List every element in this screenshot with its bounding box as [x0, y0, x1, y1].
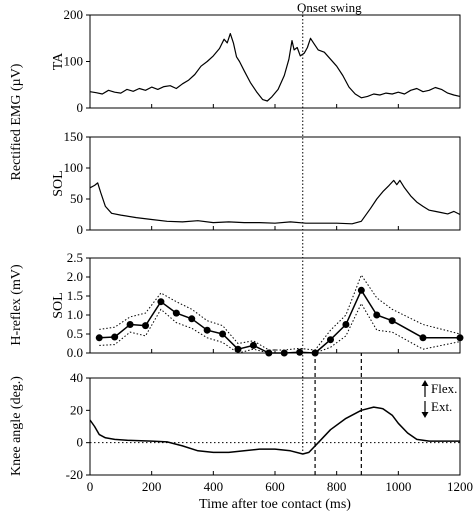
data-point: [373, 311, 381, 319]
data-point: [280, 349, 288, 357]
ext-annotation: Ext.: [431, 399, 452, 414]
data-point: [126, 321, 134, 328]
panel-ta: 0 100 200 TA: [51, 7, 461, 115]
x-tick-label: 0: [87, 479, 94, 494]
y-tick-label: 150: [64, 129, 84, 144]
data-point: [342, 321, 350, 328]
y-tick-label: 0: [77, 222, 84, 237]
x-tick-label: 400: [204, 479, 224, 494]
y-tick-label: 20: [70, 402, 83, 417]
y-tick-label: 100: [64, 54, 84, 69]
ext-arrow-head: [421, 412, 429, 418]
panel-frame: [89, 377, 461, 476]
series-line-lower: [99, 303, 461, 354]
x-tick-label: 200: [142, 479, 162, 494]
x-tick-label: 800: [327, 479, 347, 494]
plot-panels: 0100200TA050100150SOL0.00.51.01.52.02.5S…: [51, 7, 473, 494]
y-tick-label: 50: [70, 191, 83, 206]
data-point: [172, 309, 180, 317]
y-tick-label: 0: [77, 435, 84, 450]
flex-arrow-head: [421, 380, 429, 386]
data-point: [188, 315, 196, 323]
panel-name: TA: [51, 52, 66, 70]
data-point: [234, 345, 242, 353]
y-tick-label: 0: [77, 100, 84, 115]
y-tick-label: -20: [66, 467, 83, 482]
data-point: [456, 334, 464, 342]
data-point: [157, 298, 165, 306]
data-point: [357, 286, 365, 294]
y-tick-label: 0.0: [67, 345, 83, 360]
panel-hreflex: 0.0 0.5 1.0 1.5 2.0 2.5 SOL: [51, 250, 464, 360]
panel-sol: 0 50 100 150 SOL: [51, 129, 461, 237]
panel-name: SOL: [51, 170, 66, 196]
series-line-main: [89, 406, 460, 455]
data-point: [296, 348, 304, 356]
y-tick-label: 1.5: [67, 288, 83, 303]
y-tick-label: 200: [64, 7, 84, 22]
x-tick-label: 1200: [447, 479, 473, 494]
data-point: [249, 341, 257, 349]
data-point: [388, 317, 396, 325]
flex-annotation: Flex.: [431, 381, 457, 396]
y-tick-label: 40: [70, 370, 83, 385]
panel-name: SOL: [51, 292, 66, 318]
data-point: [419, 334, 427, 342]
y-tick-label: 2.0: [67, 269, 83, 284]
hreflex-ylabel: H-reflex (mV): [9, 264, 24, 346]
y-tick-label: 1.0: [67, 307, 83, 322]
series-line-mean: [99, 289, 460, 354]
y-tick-label: 2.5: [67, 250, 83, 265]
data-point: [219, 330, 227, 338]
data-point: [327, 336, 334, 344]
panel-frame: [89, 136, 461, 231]
y-tick-label: 0.5: [67, 326, 83, 341]
onset-swing-label: Onset swing: [297, 0, 362, 15]
data-point: [142, 322, 149, 330]
data-point: [203, 326, 211, 334]
x-tick-label: 1000: [385, 479, 411, 494]
series-line-upper: [99, 274, 461, 351]
data-point: [111, 333, 119, 341]
emg-ylabel: Rectified EMG (µV): [9, 63, 24, 180]
x-tick-label: 600: [265, 479, 285, 494]
knee-ylabel: Knee angle (deg.): [9, 376, 24, 476]
y-tick-label: 100: [64, 160, 84, 175]
data-point: [95, 334, 103, 342]
series-line-main: [89, 32, 461, 102]
x-axis-label: Time after toe contact (ms): [199, 497, 351, 512]
panel-frame: [89, 257, 461, 354]
series-line-main: [89, 179, 461, 225]
